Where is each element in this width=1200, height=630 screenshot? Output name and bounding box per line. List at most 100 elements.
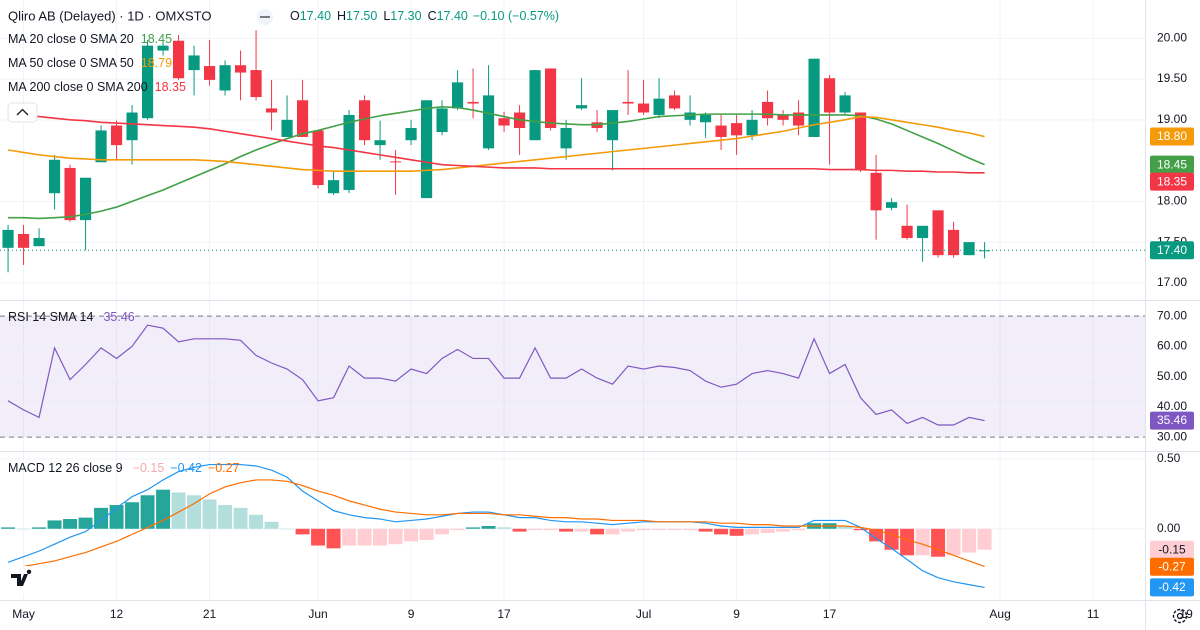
histogram-bar <box>946 528 961 556</box>
histogram-bar <box>311 528 326 546</box>
x-tick-label: 21 <box>203 607 217 621</box>
x-tick-label: 9 <box>733 607 740 621</box>
histogram-bar <box>915 528 930 556</box>
x-tick-label: 17 <box>823 607 837 621</box>
candle-body <box>79 177 92 221</box>
legend-value: −0.15 <box>133 461 165 475</box>
candle-body <box>746 119 758 136</box>
price-badge <box>1150 540 1194 559</box>
histogram-bar <box>466 527 481 529</box>
histogram-bar <box>94 507 109 529</box>
x-tick-label: 9 <box>408 607 415 621</box>
histogram-bar <box>559 528 574 532</box>
histogram-bar <box>373 528 388 546</box>
legend-name: RSI 14 SMA 14 <box>8 310 94 324</box>
price-badge <box>1150 127 1194 146</box>
legend-value: 18.79 <box>141 56 172 70</box>
ohlc-label: O <box>290 9 300 23</box>
price-badge-label: 18.45 <box>1157 157 1187 171</box>
candle-body <box>188 55 200 71</box>
moving-average-line <box>8 105 985 220</box>
indicator-legend: MA 20 close 0 SMA 20 18.45 <box>8 32 172 46</box>
tradingview-logo[interactable] <box>6 566 40 594</box>
histogram-bar <box>838 526 853 529</box>
histogram-bar <box>78 517 93 529</box>
price-badge-label: 18.80 <box>1157 129 1187 143</box>
histogram-bar <box>900 528 915 556</box>
candle-body <box>885 202 898 208</box>
price-badge <box>1150 557 1194 576</box>
legend-value: −0.27 <box>208 461 240 475</box>
histogram-bar <box>683 528 698 531</box>
histogram-bar <box>714 528 729 535</box>
candle-body <box>947 229 960 256</box>
y-tick-label: 19.00 <box>1157 112 1187 126</box>
y-tick-label: 0.50 <box>1157 451 1181 465</box>
candle-body <box>358 100 371 141</box>
histogram-bar <box>249 514 264 529</box>
settings-icon[interactable] <box>1172 608 1188 624</box>
price-badge <box>1150 155 1194 174</box>
macd-line <box>7 463 985 589</box>
marks-layer <box>0 30 1145 589</box>
legend-name: MACD 12 26 close 9 <box>8 461 123 475</box>
ohlc-label: C <box>428 9 437 23</box>
ohlc-value: 17.30 <box>390 9 421 23</box>
ohlc-label: L <box>383 9 390 23</box>
histogram-bar <box>481 526 496 529</box>
histogram-bar <box>977 528 992 550</box>
collapse-button[interactable] <box>7 102 38 123</box>
histogram-bar <box>450 528 465 531</box>
y-tick-label: 50.00 <box>1157 369 1187 383</box>
candle-body <box>823 78 836 113</box>
histogram-bar <box>760 528 775 533</box>
candle-body <box>482 95 495 149</box>
ohlc-header: O17.40 H17.50 L17.30 C17.40 −0.10 (−0.57%) <box>290 9 559 23</box>
price-badge-label: -0.27 <box>1158 559 1186 573</box>
text-layer: May 12 21 Jun 9 17 Jul 9 17 Aug 11 19 17.00 17.50 18.0… <box>8 8 1194 621</box>
histogram-bar <box>171 492 186 529</box>
histogram-bar <box>574 528 589 532</box>
histogram-bar <box>962 528 977 553</box>
histogram-bar <box>605 528 620 535</box>
grid-layer <box>0 0 1145 600</box>
histogram-bar <box>791 528 806 531</box>
candle-body <box>141 45 154 119</box>
price-badge-label: 17.40 <box>1157 243 1187 257</box>
ohlc-label: H <box>337 9 346 23</box>
histogram-bar <box>202 499 217 529</box>
histogram-bar <box>295 528 310 535</box>
button-bg <box>7 102 38 123</box>
legend-value: 18.45 <box>141 32 172 46</box>
candle-body <box>777 114 789 120</box>
histogram-bar <box>16 528 31 530</box>
candle-body <box>64 167 76 221</box>
moving-average-line <box>7 112 985 174</box>
candle-body <box>606 110 619 141</box>
rsi-line <box>7 324 985 426</box>
chart-title: Qliro AB (Delayed) · 1D · OMXSTO <box>8 8 211 23</box>
price-badge <box>1150 172 1194 191</box>
price-badge <box>1150 411 1194 430</box>
candle-body <box>234 65 247 73</box>
x-tick-label: 11 <box>1087 607 1100 621</box>
candle-body <box>33 238 45 247</box>
candle-body <box>575 105 588 109</box>
x-tick-label: 12 <box>110 607 124 621</box>
legend-name: MA 200 close 0 SMA 200 <box>8 80 148 94</box>
candle-body <box>715 125 727 137</box>
x-tick-label: Aug <box>989 607 1010 621</box>
candle-body <box>219 65 231 91</box>
candle-body <box>467 101 479 104</box>
legend-name: MA 50 close 0 SMA 50 <box>8 56 134 70</box>
histogram-bar <box>543 528 558 531</box>
candle-body <box>498 118 510 126</box>
legend-value: −0.42 <box>170 461 202 475</box>
candle-body <box>95 130 107 163</box>
visibility-icon[interactable] <box>257 9 273 25</box>
price-badge <box>1150 241 1194 260</box>
histogram-bar <box>125 502 140 529</box>
histogram-bar <box>264 521 279 529</box>
histogram-bar <box>435 528 450 535</box>
histogram-bar <box>776 528 791 532</box>
